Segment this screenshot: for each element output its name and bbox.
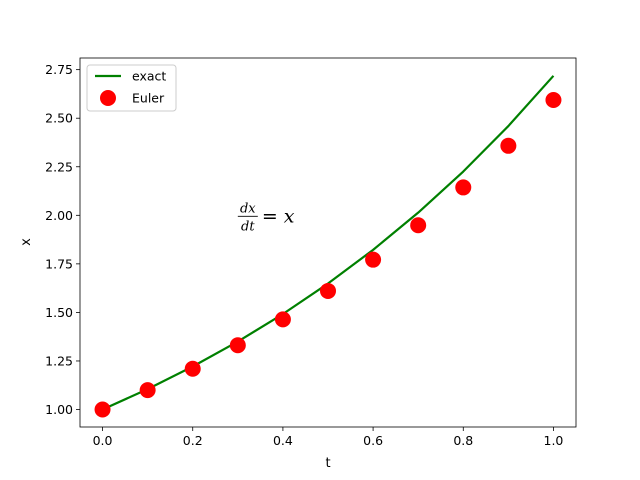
data-point-Euler: [184, 360, 201, 377]
equation-rhs: = x: [262, 205, 295, 227]
x-tick-label: 0.8: [453, 433, 473, 448]
data-point-Euler: [320, 282, 336, 299]
plot-area: [79, 57, 577, 428]
y-tick-label: 2.75: [45, 62, 73, 77]
equation-denominator: dt: [241, 219, 255, 234]
data-point-Euler: [94, 401, 111, 418]
y-tick-label: 1.00: [45, 402, 73, 417]
y-tick-label: 1.75: [45, 256, 73, 271]
data-point-Euler: [229, 337, 246, 354]
x-tick-label: 1.0: [544, 433, 564, 448]
data-point-Euler: [500, 137, 517, 154]
equation-numerator: dx: [240, 201, 256, 216]
y-axis-label: x: [19, 238, 34, 246]
legend-label-exact: exact: [132, 69, 166, 84]
x-axis-label: t: [325, 456, 330, 471]
equation-annotation: dx dt = x: [237, 201, 295, 234]
y-tick-label: 1.25: [45, 353, 73, 368]
data-point-Euler: [545, 92, 562, 109]
legend-swatch-Euler: [100, 90, 116, 106]
legend: exact Euler: [86, 64, 177, 112]
x-tick-label: 0.4: [273, 433, 293, 448]
legend-label-Euler: Euler: [132, 91, 165, 106]
y-tick-label: 2.50: [45, 111, 73, 126]
axes-frame: [79, 57, 577, 428]
data-point-Euler: [410, 217, 427, 234]
data-point-Euler: [455, 179, 472, 196]
data-point-Euler: [365, 251, 382, 268]
x-tick-label: 0.6: [363, 433, 383, 448]
y-tick-label: 2.25: [45, 159, 73, 174]
x-tick-label: 0.2: [183, 433, 203, 448]
x-tick-label: 0.0: [93, 433, 113, 448]
data-point-Euler: [274, 311, 291, 328]
data-point-Euler: [139, 382, 156, 399]
y-axis-ticks: 1.00 1.25 1.50 1.75 2.00 2.25 2.50 2.75: [45, 62, 80, 417]
y-tick-label: 2.00: [45, 208, 73, 223]
x-axis-ticks: 0.0 0.2 0.4 0.6 0.8 1.0: [93, 427, 564, 448]
y-tick-label: 1.50: [45, 305, 73, 320]
